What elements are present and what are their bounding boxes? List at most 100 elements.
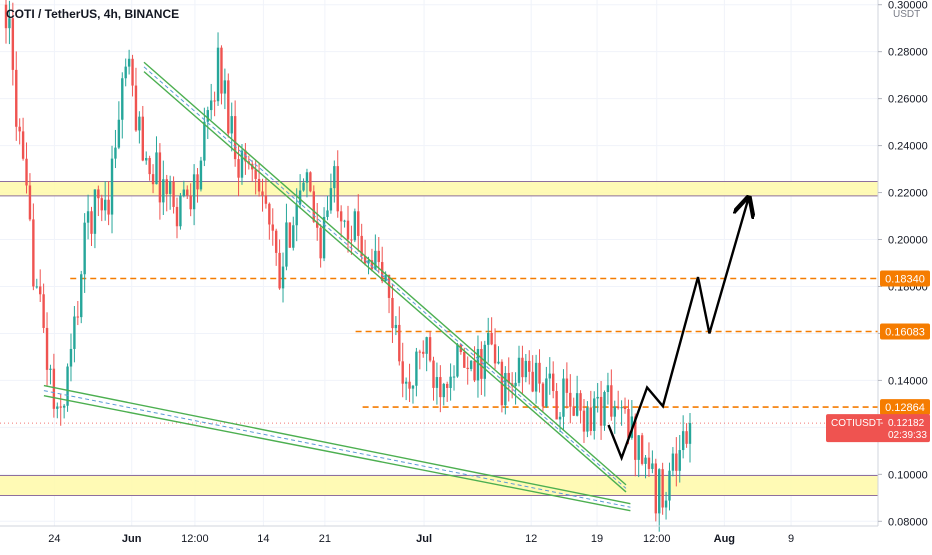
candle-body xyxy=(329,188,333,211)
candle-body xyxy=(487,332,490,345)
candle-body xyxy=(162,179,165,203)
time-tick-label: Jul xyxy=(416,533,432,545)
candle-body xyxy=(274,230,278,253)
candle-body xyxy=(192,174,196,210)
candle-body xyxy=(528,360,531,372)
candle-body xyxy=(517,357,521,383)
candle-body xyxy=(322,216,326,259)
current-price-tag-bg xyxy=(826,414,930,443)
candle-body xyxy=(401,361,404,384)
candle-body xyxy=(333,166,336,189)
candle-body xyxy=(278,252,281,289)
candle-body xyxy=(476,348,480,381)
candle-body xyxy=(575,393,579,416)
candle-body xyxy=(374,250,377,270)
price-axis-currency: USDT xyxy=(893,9,920,20)
candle-body xyxy=(73,316,76,349)
candle-body xyxy=(596,396,599,399)
candle-body xyxy=(579,393,582,411)
candle-body xyxy=(555,391,558,420)
price-tick-label: 0.22000 xyxy=(888,188,928,200)
candle-body xyxy=(134,85,138,131)
candle-body xyxy=(155,152,158,185)
candle-body xyxy=(507,372,510,384)
candle-body xyxy=(445,383,449,388)
candle-body xyxy=(186,189,189,196)
candle-body xyxy=(271,224,274,231)
candle-body xyxy=(514,382,517,387)
candle-body xyxy=(257,178,261,192)
candle-body xyxy=(623,407,627,409)
candle-body xyxy=(309,172,312,192)
candle-body xyxy=(644,457,647,464)
candle-body xyxy=(620,407,623,409)
candle-body xyxy=(127,58,131,67)
candle-body xyxy=(86,211,90,223)
candle-body xyxy=(11,18,15,70)
candle-body xyxy=(504,372,507,406)
price-tick-label: 0.10000 xyxy=(888,469,928,481)
candle-body xyxy=(603,391,606,426)
support-resistance-zone xyxy=(0,475,878,496)
candle-body xyxy=(312,191,315,222)
candle-body xyxy=(463,351,466,368)
candle-body xyxy=(21,131,25,159)
candle-body xyxy=(394,324,398,329)
time-tick-label: 19 xyxy=(591,533,603,545)
candle-body xyxy=(627,408,630,438)
candle-body xyxy=(189,195,192,210)
candle-body xyxy=(8,18,11,29)
candle-body xyxy=(52,368,56,409)
candle-body xyxy=(15,69,18,127)
candle-body xyxy=(671,453,675,471)
candle-body xyxy=(357,211,360,236)
candle-body xyxy=(391,297,394,329)
candle-body xyxy=(216,47,220,102)
candle-body xyxy=(206,110,209,122)
candle-body xyxy=(35,286,38,288)
wedge-trendline xyxy=(43,384,631,505)
candle-body xyxy=(613,406,616,417)
candle-body xyxy=(336,166,339,212)
time-tick-label: Aug xyxy=(714,533,735,545)
candle-body xyxy=(103,199,107,211)
candle-body xyxy=(288,222,292,248)
candle-body xyxy=(138,116,141,131)
channel-midline xyxy=(43,390,631,508)
candle-body xyxy=(685,431,688,444)
candle-body xyxy=(668,470,671,501)
candle-body xyxy=(562,378,565,417)
candle-body xyxy=(97,189,100,199)
candle-body xyxy=(675,453,678,471)
candle-body xyxy=(56,406,59,409)
support-resistance-zone xyxy=(0,181,878,196)
candle-body xyxy=(281,266,285,289)
candle-body xyxy=(18,126,21,132)
candle-body xyxy=(490,332,493,345)
candle-body xyxy=(432,360,435,388)
candle-body xyxy=(93,189,97,234)
price-tick-label: 0.20000 xyxy=(888,235,928,247)
candle-body xyxy=(83,222,86,275)
candle-body xyxy=(32,219,35,287)
candle-body xyxy=(230,116,233,134)
candle-body xyxy=(25,158,28,186)
candle-body xyxy=(172,181,175,207)
candle-body xyxy=(264,195,268,204)
candle-body xyxy=(497,361,500,364)
candle-body xyxy=(548,373,551,379)
candle-body xyxy=(422,351,425,354)
candle-body xyxy=(350,239,353,241)
time-tick-label: 12:00 xyxy=(643,533,671,545)
candle-body xyxy=(480,348,483,379)
candle-body xyxy=(435,377,439,388)
candle-body xyxy=(404,381,408,384)
candle-body xyxy=(678,450,681,471)
candle-body xyxy=(326,210,329,217)
candle-body xyxy=(466,367,469,369)
candle-body xyxy=(107,199,110,215)
candle-body xyxy=(538,362,541,384)
candle-body xyxy=(569,392,572,407)
candle-body xyxy=(586,407,589,432)
